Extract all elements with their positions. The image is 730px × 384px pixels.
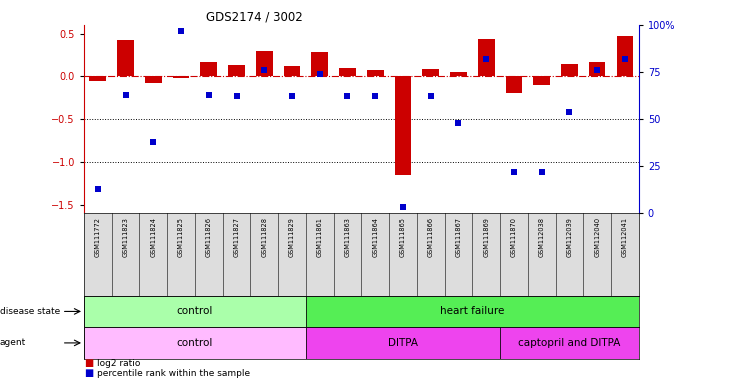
Bar: [173, 76, 189, 78]
Bar: [201, 62, 217, 76]
Text: GSM111772: GSM111772: [95, 217, 101, 257]
Text: GSM111825: GSM111825: [178, 217, 184, 257]
Bar: [367, 70, 383, 76]
Bar: [450, 72, 466, 76]
Bar: [118, 40, 134, 76]
Bar: [506, 76, 522, 93]
Bar: [306, 296, 639, 327]
Bar: [617, 36, 633, 76]
Bar: [306, 327, 500, 359]
Text: GSM111861: GSM111861: [317, 217, 323, 257]
Bar: [500, 327, 639, 359]
Text: GSM111867: GSM111867: [456, 217, 461, 257]
Text: GSM111864: GSM111864: [372, 217, 378, 257]
Text: GSM111863: GSM111863: [345, 217, 350, 257]
Bar: [423, 69, 439, 76]
Bar: [256, 51, 272, 76]
Bar: [395, 76, 411, 175]
Text: GSM111829: GSM111829: [289, 217, 295, 257]
Text: GSM112041: GSM112041: [622, 217, 628, 257]
Bar: [589, 62, 605, 76]
Bar: [90, 76, 106, 81]
Bar: [534, 76, 550, 85]
Text: GSM111869: GSM111869: [483, 217, 489, 257]
Text: percentile rank within the sample: percentile rank within the sample: [97, 369, 250, 377]
Text: GSM112040: GSM112040: [594, 217, 600, 257]
Text: GSM111826: GSM111826: [206, 217, 212, 257]
Bar: [145, 76, 161, 83]
Text: GSM112038: GSM112038: [539, 217, 545, 257]
Text: disease state: disease state: [0, 307, 61, 316]
Bar: [84, 327, 306, 359]
Text: GSM111823: GSM111823: [123, 217, 128, 257]
Text: GSM111866: GSM111866: [428, 217, 434, 257]
Bar: [478, 39, 494, 76]
Text: heart failure: heart failure: [440, 306, 504, 316]
Bar: [284, 66, 300, 76]
Text: control: control: [177, 306, 213, 316]
Bar: [84, 296, 306, 327]
Text: control: control: [177, 338, 213, 348]
Bar: [312, 52, 328, 76]
Text: ■: ■: [84, 358, 93, 369]
Text: ■: ■: [84, 368, 93, 378]
Text: log2 ratio: log2 ratio: [97, 359, 140, 368]
Text: captopril and DITPA: captopril and DITPA: [518, 338, 620, 348]
Text: GSM111865: GSM111865: [400, 217, 406, 257]
Text: GSM111828: GSM111828: [261, 217, 267, 257]
Bar: [228, 65, 245, 76]
Text: GSM111870: GSM111870: [511, 217, 517, 257]
Bar: [339, 68, 356, 76]
Text: agent: agent: [0, 338, 26, 348]
Text: DITPA: DITPA: [388, 338, 418, 348]
Text: GSM111824: GSM111824: [150, 217, 156, 257]
Bar: [561, 64, 577, 76]
Text: GSM112039: GSM112039: [566, 217, 572, 257]
Text: GSM111827: GSM111827: [234, 217, 239, 257]
Text: GDS2174 / 3002: GDS2174 / 3002: [206, 10, 303, 23]
